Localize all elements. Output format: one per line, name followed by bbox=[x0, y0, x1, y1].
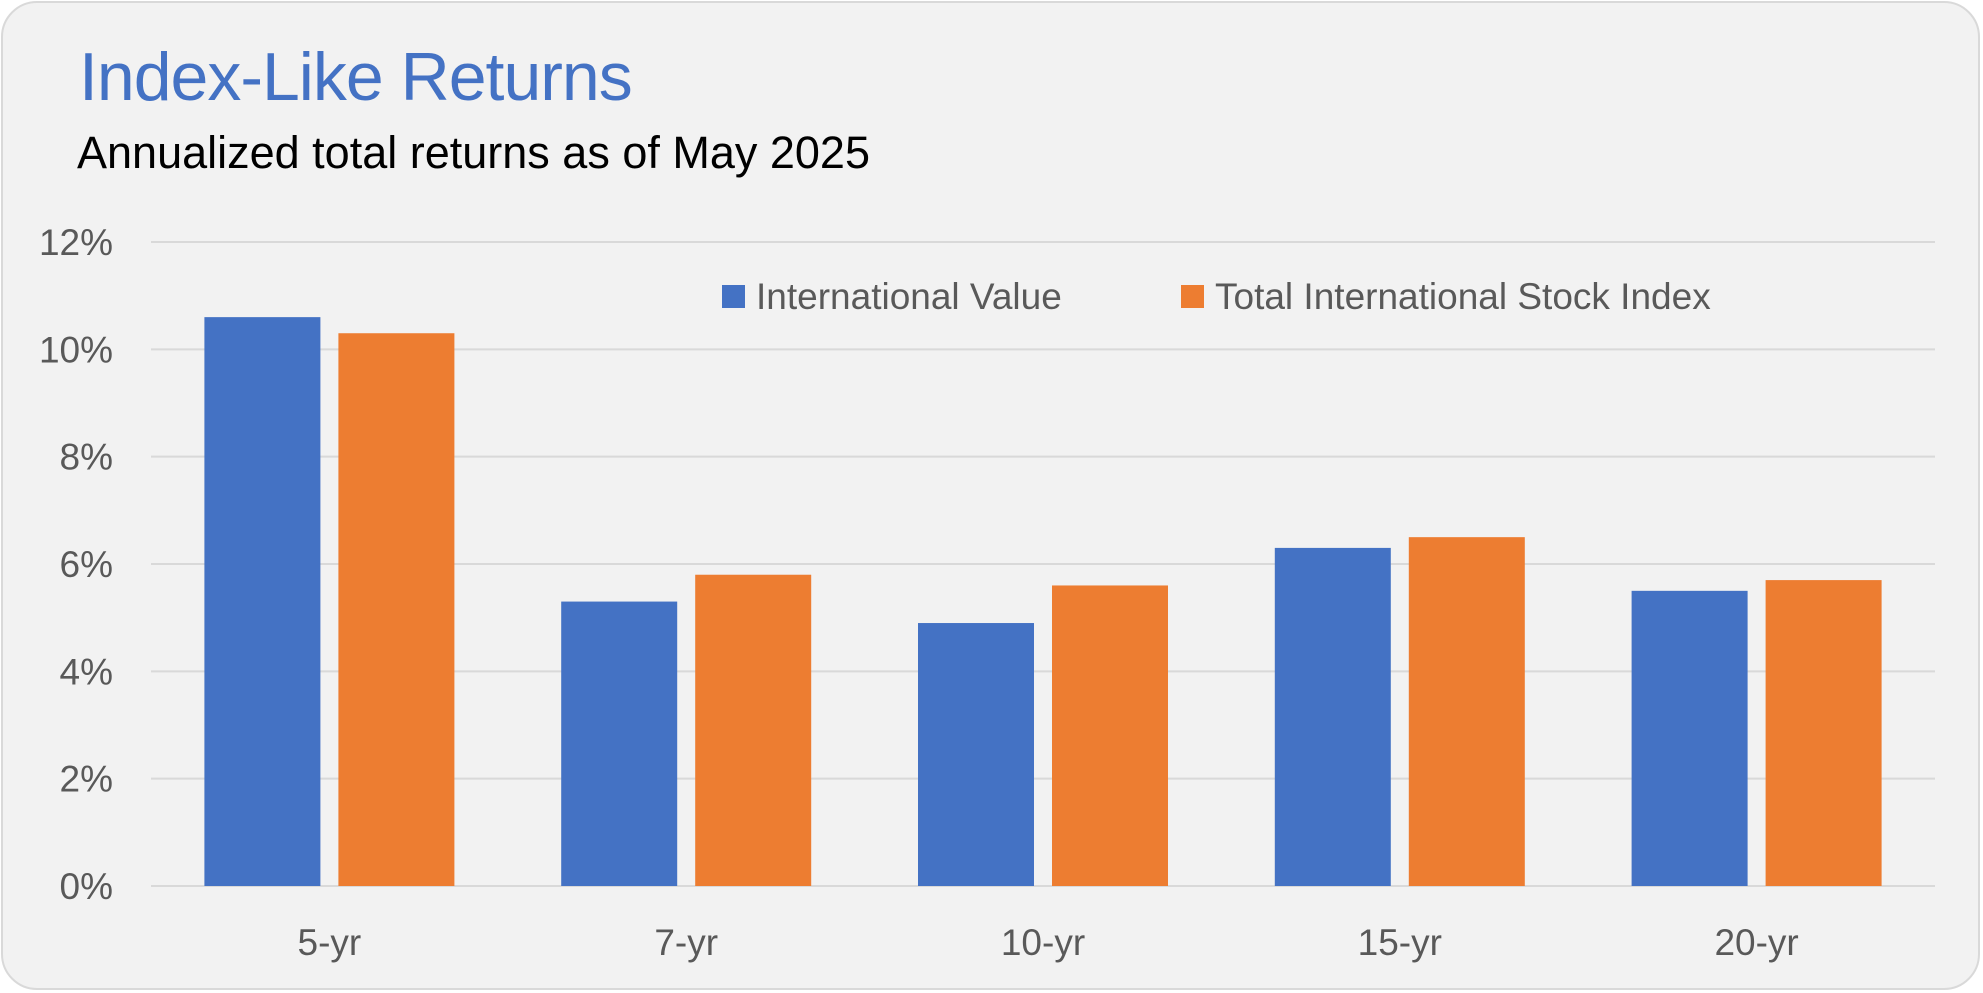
chart-title: Index-Like Returns bbox=[79, 39, 633, 115]
x-tick-label: 20-yr bbox=[1714, 922, 1798, 963]
bars bbox=[204, 317, 1882, 887]
bar-series1-20-yr bbox=[1631, 590, 1748, 886]
y-tick-label: 0% bbox=[60, 866, 113, 907]
bar-series2-5-yr bbox=[338, 333, 455, 886]
legend: International Value Total International S… bbox=[722, 276, 1711, 317]
legend-label: International Value bbox=[756, 276, 1062, 317]
bar-chart-plot: 0% 2% 4% 6% 8% 10% 12% 5-yr 7-yr 10-yr 15-yr 20-yr… bbox=[39, 222, 1935, 963]
x-tick-label: 5-yr bbox=[298, 922, 362, 963]
bar-series1-7-yr bbox=[561, 601, 678, 886]
bar-series1-5-yr bbox=[204, 317, 321, 887]
y-tick-label: 6% bbox=[60, 544, 113, 585]
bar-series2-15-yr bbox=[1408, 537, 1525, 886]
x-tick-label: 15-yr bbox=[1358, 922, 1442, 963]
chart-subtitle: Annualized total returns as of May 2025 bbox=[77, 127, 870, 178]
y-tick-label: 8% bbox=[60, 437, 113, 478]
x-tick-label: 10-yr bbox=[1001, 922, 1085, 963]
legend-swatch bbox=[722, 285, 745, 308]
bar-series1-10-yr bbox=[918, 623, 1034, 886]
y-axis-tick-labels: 0% 2% 4% 6% 8% 10% 12% bbox=[39, 222, 113, 907]
x-axis-tick-labels: 5-yr 7-yr 10-yr 15-yr 20-yr bbox=[298, 922, 1799, 963]
y-tick-label: 2% bbox=[60, 759, 113, 800]
y-tick-label: 12% bbox=[39, 222, 113, 263]
bar-series2-7-yr bbox=[695, 574, 812, 886]
y-tick-label: 10% bbox=[39, 329, 113, 370]
x-tick-label: 7-yr bbox=[654, 922, 718, 963]
legend-swatch bbox=[1181, 285, 1204, 308]
bar-series1-15-yr bbox=[1274, 547, 1391, 886]
bar-series2-10-yr bbox=[1052, 585, 1168, 886]
bar-series2-20-yr bbox=[1765, 580, 1882, 886]
legend-label: Total International Stock Index bbox=[1215, 276, 1711, 317]
y-tick-label: 4% bbox=[60, 651, 113, 692]
